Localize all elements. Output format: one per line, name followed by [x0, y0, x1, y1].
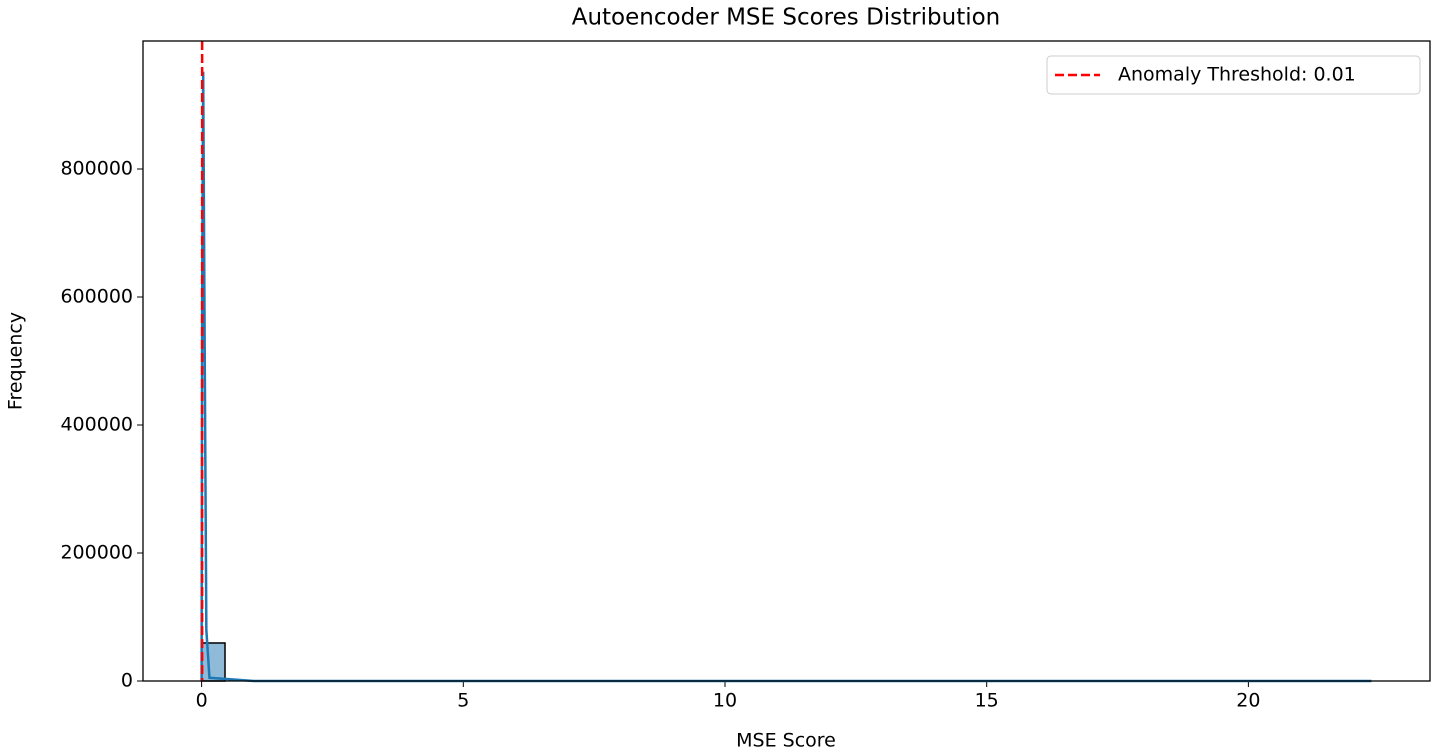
x-tick-label: 10: [713, 690, 737, 712]
legend-box: [1046, 55, 1421, 95]
y-tick-label: 400000: [60, 414, 133, 436]
y-tick-label: 800000: [60, 158, 133, 180]
histogram-bar: [200, 642, 226, 682]
kde-line: [200, 71, 1372, 683]
x-tick-label: 15: [975, 690, 999, 712]
plot-frame: [142, 40, 1431, 682]
y-axis-label: Frequency: [5, 312, 27, 410]
y-tick-label: 200000: [60, 542, 133, 564]
x-axis-label: MSE Score: [736, 730, 836, 752]
y-tick-label: 600000: [60, 286, 133, 308]
chart-title: Autoencoder MSE Scores Distribution: [572, 5, 1001, 31]
legend-label: Anomaly Threshold: 0.01: [1118, 64, 1356, 86]
y-tick-label: 0: [121, 670, 133, 692]
x-tick-label: 5: [457, 690, 469, 712]
x-tick-label: 0: [196, 690, 208, 712]
x-tick-label: 20: [1236, 690, 1260, 712]
